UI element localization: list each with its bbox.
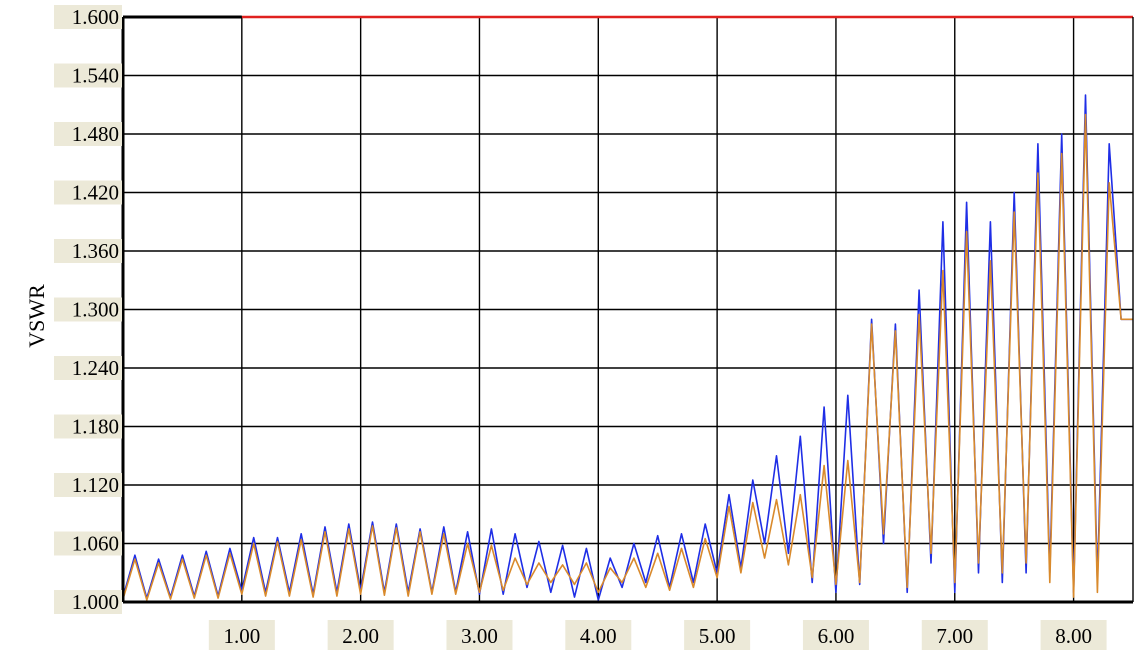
y-tick-bg: [54, 5, 122, 29]
series-group: [122, 15, 1133, 601]
x-tick-bg: [208, 620, 275, 650]
series-line-1: [122, 94, 1133, 601]
y-tick-label: 1.240: [72, 356, 119, 380]
y-tick-label: 1.540: [72, 64, 119, 88]
y-tick-bg: [54, 356, 122, 380]
y-tick-bg: [54, 473, 122, 497]
y-tick-bg: [54, 180, 122, 205]
x-tick-bg: [446, 620, 513, 650]
y-tick-label: 1.120: [72, 473, 119, 497]
x-tick-label: 4.00: [580, 624, 617, 648]
x-tick-label: 2.00: [342, 624, 379, 648]
y-tick-bg: [54, 122, 122, 146]
x-tick-bg: [565, 620, 632, 650]
x-tick-bg: [684, 620, 751, 650]
x-tick-label: 8.00: [1055, 624, 1092, 648]
x-tick-label: 7.00: [936, 624, 973, 648]
y-tick-label: 1.000: [72, 590, 119, 614]
x-tick-bg: [802, 620, 869, 650]
y-tick-label: 1.600: [72, 5, 119, 29]
y-tick-label: 1.420: [72, 181, 119, 205]
y-tick-label: 1.480: [72, 122, 119, 146]
plot-frame: [121, 15, 1134, 604]
x-tick-labels: 1.00 2.00 3.00 4.00 5.00 6.00 7.00 8.00: [208, 620, 1107, 650]
x-tick-bg: [1040, 620, 1107, 650]
y-tick-bg: [54, 239, 122, 263]
grid: [123, 16, 1133, 603]
x-tick-label: 1.00: [223, 624, 260, 648]
series-line-2: [122, 113, 1133, 601]
y-tick-label: 1.360: [72, 239, 119, 263]
y-tick-label: 1.180: [72, 415, 119, 439]
y-tick-bg: [54, 297, 122, 322]
x-tick-label: 5.00: [699, 624, 736, 648]
y-axis-label: VSWR: [24, 284, 49, 348]
x-tick-bg: [921, 620, 988, 650]
y-tick-bg: [54, 531, 122, 556]
y-tick-bg: [54, 414, 122, 439]
y-tick-bg: [54, 63, 122, 88]
y-tick-label: 1.060: [72, 532, 119, 556]
x-tick-label: 6.00: [818, 624, 855, 648]
y-tick-bg: [54, 590, 122, 614]
x-tick-bg: [327, 620, 394, 650]
x-tick-label: 3.00: [461, 624, 498, 648]
y-tick-labels: 1.000 1.060 1.120 1.180 1.240 1.300 1.360 1.420…: [54, 5, 122, 614]
y-tick-label: 1.300: [72, 298, 119, 322]
